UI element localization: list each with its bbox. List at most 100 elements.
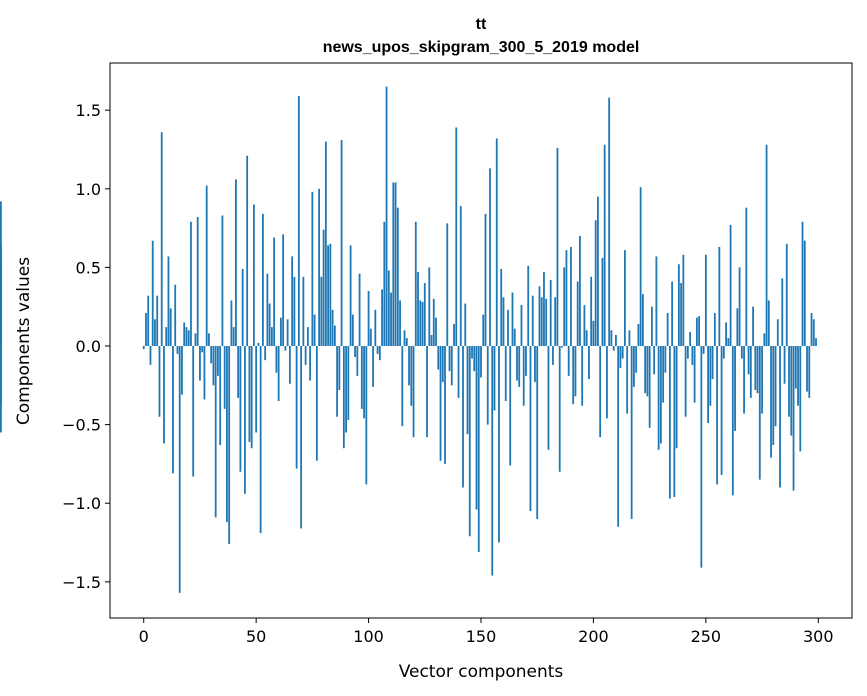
bar	[754, 346, 757, 391]
bar	[145, 312, 147, 347]
bar	[617, 346, 620, 527]
bar	[612, 346, 615, 351]
bar	[405, 338, 408, 346]
bar	[597, 196, 599, 346]
bar	[507, 309, 509, 346]
bar	[264, 346, 267, 361]
bar	[241, 268, 244, 346]
bar	[504, 346, 507, 402]
bar	[498, 346, 500, 543]
bar	[594, 220, 597, 346]
bar	[606, 346, 608, 419]
bar	[262, 213, 264, 346]
bar	[351, 314, 354, 346]
bar	[459, 206, 462, 346]
bar	[534, 346, 536, 383]
y-tick-label: 1.5	[76, 101, 101, 120]
bar	[399, 300, 401, 346]
bar	[718, 246, 721, 346]
bar	[511, 292, 514, 347]
bar	[736, 308, 739, 346]
bar	[327, 245, 329, 346]
bar	[169, 308, 172, 346]
bar	[799, 346, 802, 452]
bar	[572, 346, 575, 405]
bar	[385, 86, 388, 346]
bar	[756, 346, 759, 394]
bar	[792, 346, 795, 491]
bar	[547, 346, 550, 450]
bar	[279, 317, 282, 346]
bar	[183, 322, 186, 346]
bar	[626, 346, 629, 414]
bar	[306, 327, 309, 347]
bar	[655, 256, 658, 347]
bar	[770, 346, 772, 458]
bar	[439, 346, 442, 461]
bar	[489, 168, 491, 346]
bar	[194, 333, 197, 346]
bar	[387, 270, 390, 347]
bar	[500, 268, 503, 346]
bar	[232, 327, 235, 347]
bar	[599, 346, 602, 438]
bar	[147, 295, 150, 346]
bar	[358, 273, 361, 346]
bar	[376, 346, 379, 354]
bar	[255, 346, 258, 433]
bar	[464, 303, 467, 346]
bar	[181, 346, 183, 395]
bar	[552, 346, 554, 365]
bar	[365, 346, 368, 485]
x-tick-label: 250	[691, 627, 722, 646]
bar	[471, 346, 473, 359]
x-tick-label: 50	[246, 627, 266, 646]
bar	[583, 305, 586, 346]
bar	[574, 346, 577, 397]
bar	[378, 346, 381, 361]
bar	[185, 327, 188, 347]
bar	[230, 300, 233, 346]
bar	[812, 319, 815, 346]
bar	[244, 346, 246, 494]
bar	[527, 265, 530, 346]
bar	[311, 191, 314, 346]
bar	[767, 300, 770, 346]
bar	[635, 346, 638, 373]
bar	[374, 309, 377, 346]
bar	[309, 346, 312, 381]
bar	[270, 327, 273, 347]
bar	[421, 301, 424, 346]
bar	[403, 330, 406, 346]
bar	[201, 346, 204, 353]
bar	[536, 346, 539, 519]
bar	[540, 297, 543, 346]
y-axis-label: Components values	[14, 257, 34, 425]
bar	[761, 346, 763, 414]
bar	[324, 141, 327, 346]
bar	[608, 97, 611, 346]
bar	[493, 346, 496, 411]
bar	[731, 346, 734, 496]
bar	[167, 256, 170, 347]
bar	[513, 328, 516, 346]
bar	[419, 300, 422, 346]
bar	[673, 346, 676, 497]
bar	[689, 331, 692, 346]
bar	[695, 317, 698, 346]
bar	[432, 298, 435, 347]
bar	[426, 346, 428, 438]
bar	[772, 346, 775, 446]
bar	[250, 346, 253, 449]
bar	[648, 346, 651, 428]
bar	[367, 290, 370, 346]
bar	[740, 346, 743, 359]
bar	[448, 346, 451, 372]
chart-subtitle: news_upos_skipgram_300_5_2019 model	[323, 39, 640, 56]
bar	[641, 294, 644, 346]
x-tick-label: 200	[578, 627, 609, 646]
bar	[390, 292, 392, 347]
bar	[543, 272, 545, 347]
bar	[345, 346, 347, 433]
bar	[758, 346, 761, 480]
